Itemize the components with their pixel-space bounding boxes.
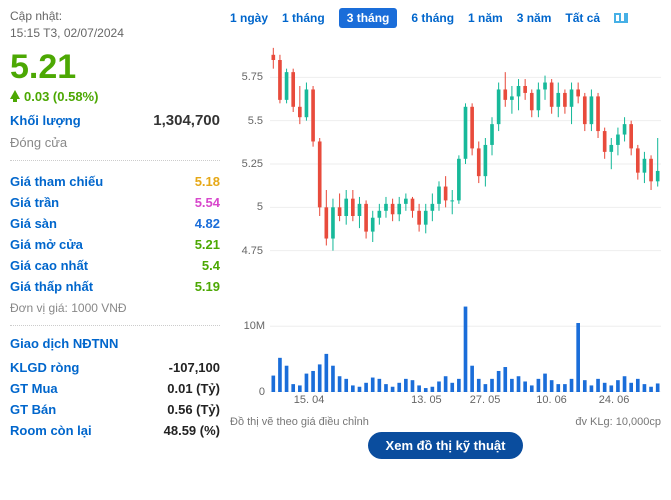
range-tab[interactable]: Tất cả: [565, 11, 600, 25]
technical-chart-button[interactable]: Xem đồ thị kỹ thuật: [368, 432, 524, 459]
stat-label: GT Mua: [10, 381, 58, 396]
updated-time: 15:15 T3, 02/07/2024: [10, 25, 220, 42]
y-tick: 5.75: [242, 71, 263, 83]
y-tick: 5.25: [242, 158, 263, 170]
y-tick: 4.75: [242, 245, 263, 257]
stat-label: Giá tham chiếu: [10, 174, 103, 189]
stat-value: 5.19: [195, 279, 220, 294]
stat-value: -107,100: [169, 360, 220, 375]
footer-note-left: Đồ thị vẽ theo giá điều chỉnh: [230, 416, 369, 428]
updated-label: Cập nhật:: [10, 8, 220, 25]
volume-value: 1,304,700: [153, 112, 220, 129]
stat-value: 0.01 (Tỷ): [167, 381, 220, 396]
stat-label: Giá thấp nhất: [10, 279, 93, 294]
range-tabs: 1 ngày 1 tháng 3 tháng 6 tháng 1 năm 3 năm Tất…: [230, 8, 661, 28]
range-tab[interactable]: 1 tháng: [282, 11, 325, 25]
market-status: Đóng cửa: [10, 135, 220, 150]
y-tick: 5: [257, 201, 263, 213]
stat-label: Giá mở cửa: [10, 237, 83, 252]
volume-label: Khối lượng: [10, 113, 81, 128]
vol-y-tick: 0: [230, 386, 265, 398]
range-tab[interactable]: 6 tháng: [411, 11, 454, 25]
stats-list: Giá tham chiếu 5.18 Giá trần 5.54 Giá sàn 4.8…: [10, 171, 220, 297]
range-tab[interactable]: 1 năm: [468, 11, 503, 25]
chart-type-icon[interactable]: [614, 13, 628, 23]
x-tick: 15. 04: [294, 394, 325, 406]
price-chart: 4.75 5 5.25 5.5 5.75: [230, 34, 661, 294]
x-tick: 13. 05: [411, 394, 442, 406]
stat-label: KLGD ròng: [10, 360, 79, 375]
stat-label: GT Bán: [10, 402, 56, 417]
stat-label: Giá trần: [10, 195, 59, 210]
range-tab[interactable]: 3 tháng: [339, 8, 398, 28]
x-tick: 10. 06: [536, 394, 567, 406]
stat-label: Giá sàn: [10, 216, 57, 231]
x-tick: 24. 06: [599, 394, 630, 406]
x-tick: 27. 05: [470, 394, 501, 406]
footer-note-right: đv KLg: 10,000cp: [575, 416, 661, 428]
volume-chart: 0 10M 15. 04 13. 05 27. 05 10. 06 24. 06: [230, 300, 661, 410]
stat-value: 5.21: [195, 237, 220, 252]
stat-value: 5.18: [195, 174, 220, 189]
stat-label: Room còn lại: [10, 423, 92, 438]
foreign-list: KLGD ròng -107,100 GT Mua 0.01 (Tỷ) GT Bán 0.…: [10, 357, 220, 441]
price-unit: Đơn vị giá: 1000 VNĐ: [10, 301, 220, 315]
stat-value: 5.4: [202, 258, 220, 273]
stat-value: 4.82: [195, 216, 220, 231]
last-price: 5.21: [10, 48, 220, 87]
range-tab[interactable]: 3 năm: [517, 11, 552, 25]
range-tab[interactable]: 1 ngày: [230, 11, 268, 25]
price-change: 0.03 (0.58%): [10, 89, 220, 104]
foreign-header: Giao dịch NĐTNN: [10, 336, 220, 351]
quote-panel: Cập nhật: 15:15 T3, 02/07/2024 5.21 0.03…: [10, 8, 220, 459]
stat-value: 5.54: [195, 195, 220, 210]
y-tick: 5.5: [248, 115, 263, 127]
stat-value: 0.56 (Tỷ): [167, 402, 220, 417]
stat-value: 48.59 (%): [164, 423, 220, 438]
stat-label: Giá cao nhất: [10, 258, 88, 273]
vol-y-tick: 10M: [230, 320, 265, 332]
